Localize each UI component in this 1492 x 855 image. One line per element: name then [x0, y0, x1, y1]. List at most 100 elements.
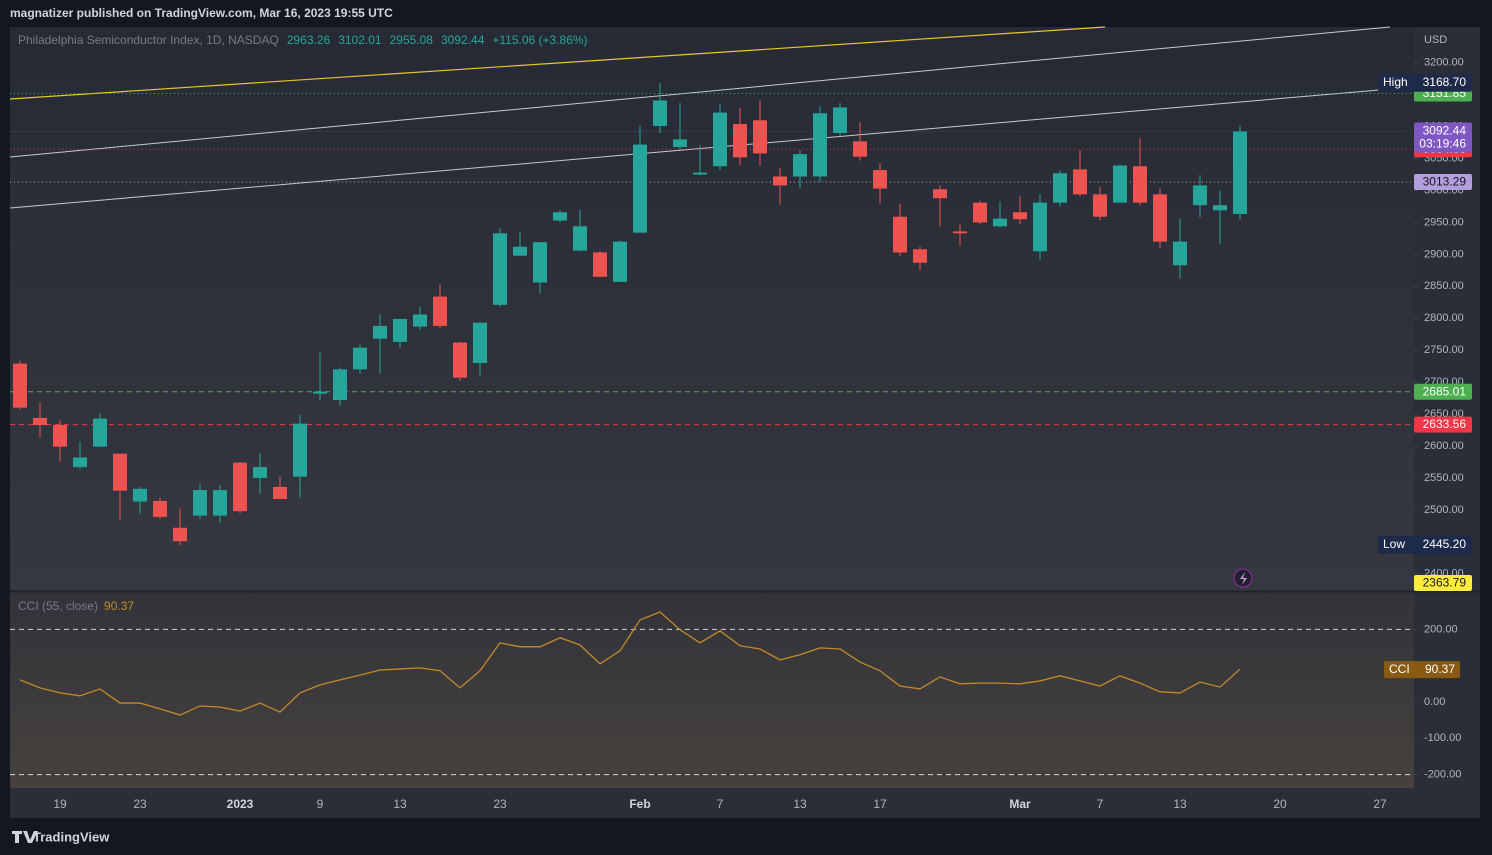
candle-body	[1113, 165, 1127, 203]
legend-value: 3102.01	[338, 33, 382, 47]
legend-value: 2955.08	[390, 33, 434, 47]
trendline-label-text: 2363.79	[1423, 576, 1467, 590]
legend-value: 3092.44	[441, 33, 485, 47]
candle-body	[93, 418, 107, 447]
marker-name: High	[1383, 75, 1408, 89]
cci-line	[19, 611, 1241, 716]
candle-body	[373, 325, 387, 339]
x-tick-label: Mar	[1009, 797, 1031, 811]
candle-body	[573, 226, 587, 251]
candle-body	[873, 170, 887, 189]
candle-body	[653, 100, 667, 127]
candle-body	[553, 212, 567, 221]
brand-logo	[12, 831, 38, 843]
publisher-line: magnatizer published on TradingView.com,…	[10, 6, 393, 20]
legend-value: 2963.26	[287, 33, 331, 47]
candle-body	[193, 490, 207, 516]
y-tick-label: 0.00	[1424, 696, 1445, 708]
candle-body	[73, 457, 87, 468]
candle-body	[893, 216, 907, 253]
cci-label-value: 90.37	[1425, 662, 1455, 676]
x-tick-label: 7	[1097, 797, 1104, 811]
candle-body	[813, 113, 827, 177]
candle-body	[453, 342, 467, 378]
candle-body	[953, 231, 967, 234]
y-tick-label: 2750.00	[1424, 344, 1464, 356]
x-tick-label: 2023	[227, 797, 254, 811]
y-tick-label: -100.00	[1424, 732, 1461, 744]
x-tick-label: 13	[393, 797, 407, 811]
legend: Philadelphia Semiconductor Index, 1D, NA…	[18, 33, 588, 47]
legend-title: Philadelphia Semiconductor Index, 1D, NA…	[18, 33, 279, 47]
candle-body	[853, 141, 867, 157]
candle-body	[733, 124, 747, 158]
price-label	[1414, 416, 1472, 433]
marker-value: 3168.70	[1423, 75, 1467, 89]
price-label-text: 2685.01	[1423, 384, 1467, 398]
candle-body	[273, 486, 287, 500]
candle-body	[633, 144, 647, 233]
y-tick-label: 200.00	[1424, 623, 1458, 635]
candle-body	[213, 490, 227, 516]
candle-body	[933, 189, 947, 199]
marker-value: 2445.20	[1423, 537, 1467, 551]
y-tick-label: -200.00	[1424, 768, 1461, 780]
candle-body	[13, 363, 27, 408]
y-tick-label: 2600.00	[1424, 440, 1464, 452]
x-tick-label: 17	[873, 797, 887, 811]
x-tick-label: 27	[1373, 797, 1387, 811]
last-price-text: 3092.44	[1423, 124, 1467, 138]
candle-body	[1193, 185, 1207, 206]
price-label	[1414, 174, 1472, 191]
marker-box	[1378, 535, 1472, 554]
candle-body	[113, 453, 127, 491]
candle-body	[393, 318, 407, 342]
price-label	[1414, 383, 1472, 400]
marker-box	[1378, 73, 1472, 92]
candle-body	[1213, 205, 1227, 211]
candle-body	[1073, 169, 1087, 195]
x-tick-label: 19	[53, 797, 67, 811]
candle-body	[153, 500, 167, 517]
cci-label-box	[1384, 661, 1460, 679]
candle-body	[773, 176, 787, 186]
trendline	[9, 86, 1415, 209]
price-label-text: 2633.56	[1423, 417, 1467, 431]
candle-body	[333, 369, 347, 401]
candle-body	[53, 424, 67, 447]
candle-body	[833, 107, 847, 134]
candle-body	[33, 417, 47, 425]
cci-legend: CCI (55, close) 90.37	[18, 599, 134, 613]
candle-body	[1093, 194, 1107, 217]
cci-value: 90.37	[104, 599, 134, 613]
y-tick-label: 2950.00	[1424, 216, 1464, 228]
y-tick-label: 2900.00	[1424, 248, 1464, 260]
brand: TradingView	[33, 829, 110, 844]
candle-body	[293, 423, 307, 477]
candle-body	[793, 154, 807, 177]
candle-body	[1133, 166, 1147, 203]
x-tick-label: Feb	[629, 797, 650, 811]
candle-body	[753, 120, 767, 154]
candle-body	[133, 488, 147, 502]
y-tick-label: 3200.00	[1424, 57, 1464, 69]
candle-body	[993, 218, 1007, 227]
cci-pane	[10, 592, 1414, 788]
currency: USD	[1424, 34, 1447, 46]
y-tick-label: 2500.00	[1424, 504, 1464, 516]
y-tick-label: 2800.00	[1424, 312, 1464, 324]
trendline-label	[1414, 575, 1472, 591]
candle-body	[1233, 131, 1247, 214]
candle-body	[233, 462, 247, 512]
candle-body	[713, 112, 727, 167]
trendline	[9, 26, 1106, 100]
candle-body	[1033, 202, 1047, 252]
countdown: 03:19:46	[1419, 137, 1466, 151]
x-tick-label: 9	[317, 797, 324, 811]
candle-body	[313, 391, 327, 394]
y-tick-label: 2850.00	[1424, 280, 1464, 292]
x-tick-label: 7	[717, 797, 724, 811]
candle-body	[473, 322, 487, 363]
